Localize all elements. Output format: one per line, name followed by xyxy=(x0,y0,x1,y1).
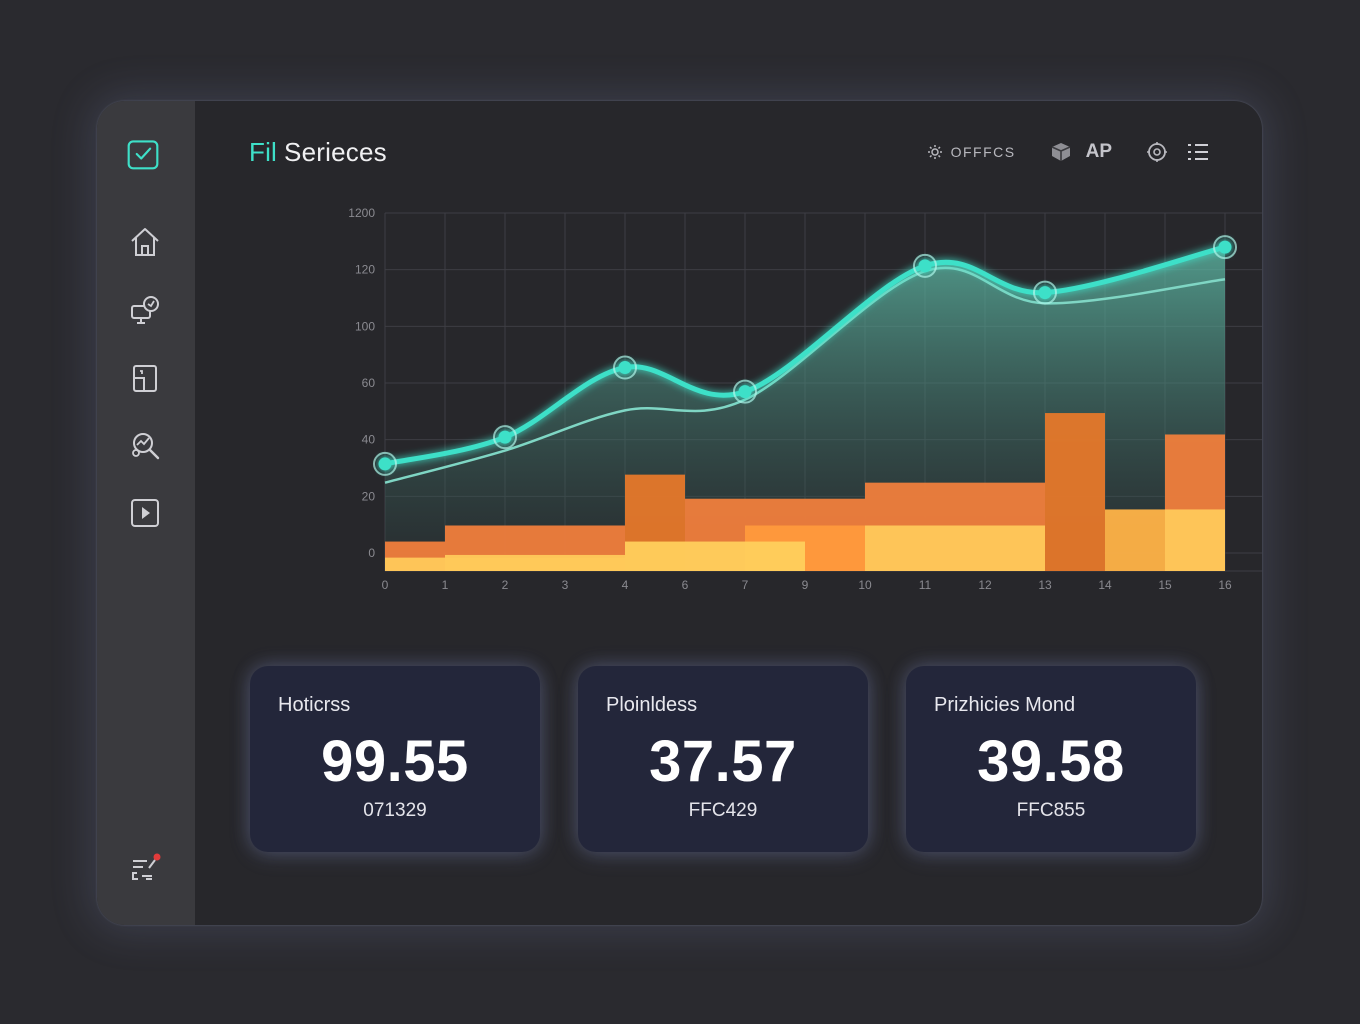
data-point-ring xyxy=(373,451,397,476)
x-tick-label: 13 xyxy=(1038,578,1052,592)
bar xyxy=(865,525,1045,571)
app-window: Fil Serieces OFFFCS AP 1200 120 100 60 40 20 0 0… xyxy=(97,101,1262,925)
search-analytics-icon[interactable] xyxy=(128,428,162,462)
settings-list-icon[interactable] xyxy=(128,851,162,885)
x-tick-label: 7 xyxy=(742,578,749,592)
sidebar xyxy=(97,101,195,925)
data-point-ring xyxy=(1033,280,1057,305)
list-button[interactable] xyxy=(1186,141,1210,163)
x-tick-label: 14 xyxy=(1098,578,1112,592)
y-tick-label: 100 xyxy=(355,319,375,333)
stat-card-value: 39.58 xyxy=(977,729,1125,794)
bar xyxy=(1105,509,1165,571)
x-tick-label: 15 xyxy=(1158,578,1172,592)
stat-card-label: Ploinldess xyxy=(606,694,698,716)
data-point-ring xyxy=(493,425,517,450)
document-icon[interactable] xyxy=(128,361,162,395)
stat-card[interactable]: Hoticrss 99.55 071329 xyxy=(250,666,540,852)
ap-label: AP xyxy=(1085,141,1112,162)
cube-icon xyxy=(1051,143,1070,161)
data-point-ring xyxy=(613,355,637,380)
stat-card-value: 37.57 xyxy=(649,729,797,794)
bar xyxy=(625,541,805,571)
data-point-ring xyxy=(913,253,937,278)
x-tick-label: 12 xyxy=(978,578,992,592)
list-icon xyxy=(1188,144,1208,160)
stat-card-code: 071329 xyxy=(363,800,427,821)
x-tick-label: 3 xyxy=(562,578,569,592)
data-point xyxy=(918,259,932,273)
x-tick-label: 9 xyxy=(802,578,809,592)
stat-card[interactable]: Prizhicies Mond 39.58 FFC855 xyxy=(906,666,1196,852)
x-tick-label: 10 xyxy=(858,578,872,592)
y-tick-label: 60 xyxy=(362,376,376,390)
page-title-rest: Serieces xyxy=(284,137,387,167)
target-button[interactable] xyxy=(1146,141,1186,163)
stat-card-label: Prizhicies Mond xyxy=(934,694,1076,716)
stat-card-label: Hoticrss xyxy=(278,694,351,716)
x-tick-label: 1 xyxy=(442,578,449,592)
offices-button[interactable]: OFFFCS xyxy=(927,144,1016,160)
toolbar: OFFFCS AP xyxy=(927,141,1210,163)
y-tick-label: 40 xyxy=(362,433,376,447)
main-panel: Fil Serieces OFFFCS AP 1200 120 100 60 40 20 0 0… xyxy=(195,101,1262,925)
stat-card-code: FFC855 xyxy=(1016,800,1086,821)
monitor-chat-icon[interactable] xyxy=(128,294,162,328)
x-tick-label: 16 xyxy=(1218,578,1232,592)
data-point xyxy=(738,385,752,399)
data-point xyxy=(1038,286,1052,300)
data-point-ring xyxy=(733,379,757,404)
gear-icon xyxy=(927,145,942,159)
play-icon[interactable] xyxy=(128,496,162,530)
x-tick-label: 6 xyxy=(682,578,689,592)
bar xyxy=(1045,413,1105,571)
y-tick-label: 120 xyxy=(355,263,375,277)
data-point xyxy=(1218,240,1232,254)
page-title-accent: Fil xyxy=(249,137,278,167)
bar xyxy=(385,557,625,571)
bar-group xyxy=(385,413,1225,571)
bar xyxy=(1165,509,1225,571)
stat-card[interactable]: Ploinldess 37.57 FFC429 xyxy=(578,666,868,852)
page-title: Fil Serieces xyxy=(249,137,387,168)
y-tick-label: 0 xyxy=(368,546,375,560)
stat-card-code: FFC429 xyxy=(688,800,758,821)
target-icon xyxy=(1147,142,1167,162)
stat-card-value: 99.55 xyxy=(321,729,469,794)
x-tick-label: 2 xyxy=(502,578,509,592)
offices-label: OFFFCS xyxy=(950,144,1016,160)
x-tick-label: 4 xyxy=(622,578,629,592)
x-tick-label: 11 xyxy=(919,578,932,592)
home-icon[interactable] xyxy=(128,225,162,259)
ap-button[interactable]: AP xyxy=(1050,141,1112,163)
x-tick-label: 0 xyxy=(382,578,389,592)
y-tick-label: 1200 xyxy=(348,206,375,220)
checkbox-icon[interactable] xyxy=(126,137,160,171)
data-point xyxy=(498,430,512,444)
y-tick-label: 20 xyxy=(362,489,376,503)
data-point xyxy=(618,361,632,375)
data-point-ring xyxy=(1213,235,1237,260)
data-point xyxy=(378,457,392,471)
